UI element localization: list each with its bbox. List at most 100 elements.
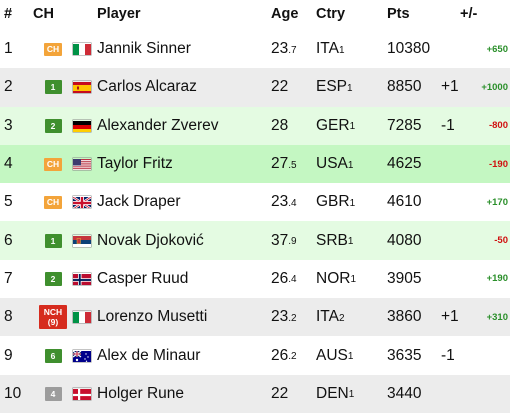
- country-cell: NOR 1: [316, 260, 376, 298]
- country-code: NOR: [316, 269, 351, 287]
- table-body: 1 CH Jannik Sinner 23.7 ITA 1 10380 +650 2 1 Carlo…: [0, 30, 510, 413]
- player-name-link[interactable]: Casper Ruud: [97, 269, 189, 287]
- age-cell: 28: [271, 107, 311, 145]
- age-value: 26: [271, 269, 289, 287]
- country-cell: DEN 1: [316, 375, 376, 413]
- table-row[interactable]: 2 1 Carlos Alcaraz 22 ESP 1 8850 +1 +1000: [0, 68, 510, 107]
- points-change-cell: +1000: [481, 81, 508, 93]
- header-player[interactable]: Player: [97, 6, 141, 22]
- italy-flag-icon: [73, 311, 91, 324]
- flag-cell: [73, 260, 93, 298]
- age-value: 23: [271, 193, 289, 211]
- rank-cell: 2: [4, 78, 13, 96]
- points-change-cell: +650: [486, 43, 508, 55]
- country-rank: 1: [347, 351, 354, 363]
- table-row[interactable]: 1 CH Jannik Sinner 23.7 ITA 1 10380 +650: [0, 30, 510, 69]
- ch-badge-sub: (9): [47, 317, 59, 328]
- ch-cell: CH: [38, 30, 68, 68]
- serbia-flag-icon: [73, 235, 91, 247]
- table-row[interactable]: 7 2 Casper Ruud 26.4 NOR 1 3905 +190: [0, 259, 510, 299]
- country-rank: 1: [348, 389, 355, 401]
- country-cell: ITA 1: [316, 30, 376, 68]
- age-value: 26: [271, 346, 289, 364]
- player-name-link[interactable]: Alexander Zverev: [97, 116, 219, 134]
- player-name-link[interactable]: Lorenzo Musetti: [97, 308, 208, 326]
- header-ctry[interactable]: Ctry: [316, 6, 346, 22]
- ch-cell: 6: [38, 336, 68, 374]
- ch-badge: CH: [44, 195, 62, 209]
- points-change-cell: +190: [486, 273, 508, 285]
- player-name-link[interactable]: Novak Djoković: [97, 231, 204, 249]
- rank-cell: 3: [4, 116, 13, 134]
- ch-cell: 2: [38, 260, 68, 298]
- spain-flag-icon: [73, 81, 91, 94]
- points-change-cell: +170: [486, 196, 508, 208]
- age-cell: 22: [271, 68, 311, 106]
- table-row[interactable]: 8 NCH (9) Lorenzo Musetti 23.2 ITA 2 3860 +1 +310: [0, 298, 510, 337]
- age-decimal: .2: [288, 351, 297, 363]
- rank-cell: 9: [4, 346, 13, 364]
- country-cell: ITA 2: [316, 298, 376, 336]
- table-row[interactable]: 4 CH Taylor Fritz 27.5 USA 1 4625 -190: [0, 144, 510, 184]
- header-rank[interactable]: #: [4, 6, 13, 22]
- player-name-link[interactable]: Alex de Minaur: [97, 346, 201, 364]
- age-cell: 23.7: [271, 30, 311, 68]
- ch-badge: 1: [44, 233, 62, 248]
- country-code: ITA: [316, 308, 339, 326]
- player-name-link[interactable]: Holger Rune: [97, 384, 185, 402]
- country-rank: 1: [347, 82, 353, 94]
- country-code: GER: [316, 116, 350, 134]
- table-row[interactable]: 9 6 Alex de Minaur 26.2 AUS 1 3635 -1: [0, 336, 510, 375]
- australia-flag-icon: [73, 350, 91, 362]
- points-cell: 3635: [387, 346, 422, 364]
- country-rank: 1: [347, 236, 354, 248]
- ch-badge: NCH (9): [39, 305, 67, 330]
- flag-cell: [73, 30, 93, 68]
- rank-move-cell: [441, 375, 467, 413]
- rank-cell: 10: [4, 384, 22, 402]
- ch-cell: CH: [38, 183, 68, 221]
- ch-cell: CH: [38, 145, 68, 183]
- rank-cell: 6: [4, 231, 13, 249]
- flag-cell: [73, 298, 93, 336]
- age-decimal: .2: [288, 312, 297, 324]
- usa-flag-icon: [73, 158, 91, 171]
- country-rank: 2: [338, 312, 345, 324]
- country-cell: AUS 1: [316, 336, 376, 374]
- age-decimal: .5: [288, 159, 297, 171]
- flag-cell: [73, 107, 93, 145]
- player-name-link[interactable]: Taylor Fritz: [97, 155, 173, 173]
- flag-cell: [73, 221, 93, 259]
- age-cell: 27.5: [271, 145, 311, 183]
- player-name-link[interactable]: Carlos Alcaraz: [97, 78, 197, 96]
- header-ch[interactable]: CH: [33, 6, 54, 22]
- denmark-flag-icon: [73, 388, 91, 400]
- flag-cell: [73, 375, 93, 413]
- ch-badge: 4: [44, 386, 62, 401]
- ch-badge: CH: [44, 42, 62, 56]
- country-code: USA: [316, 155, 348, 173]
- ch-cell: 2: [38, 107, 68, 145]
- points-cell: 3860: [387, 308, 422, 326]
- country-rank: 1: [347, 159, 354, 171]
- table-row[interactable]: 3 2 Alexander Zverev 28 GER 1 7285 -1 -800: [0, 106, 510, 145]
- country-rank: 1: [349, 197, 356, 209]
- header-change[interactable]: +/-: [460, 6, 478, 22]
- player-name-link[interactable]: Jannik Sinner: [97, 40, 191, 58]
- points-cell: 7285: [387, 116, 422, 134]
- age-cell: 22: [271, 375, 311, 413]
- country-cell: GBR 1: [316, 183, 376, 221]
- table-row[interactable]: 6 1 Novak Djoković 37.9 SRB 1 4080 -50: [0, 221, 510, 260]
- rank-move-cell: [441, 260, 467, 298]
- ch-badge: CH: [44, 157, 62, 171]
- player-name-link[interactable]: Jack Draper: [97, 193, 181, 211]
- points-cell: 4080: [387, 231, 422, 249]
- table-row[interactable]: 5 CH Jack Draper 23.4 GBR 1 4610 +170: [0, 183, 510, 222]
- rank-cell: 5: [4, 193, 13, 211]
- points-change-cell: -190: [488, 158, 508, 170]
- table-row[interactable]: 10 4 Holger Rune 22 DEN 1 3440: [0, 374, 510, 413]
- points-change-cell: -50: [494, 235, 508, 247]
- header-age[interactable]: Age: [271, 6, 299, 22]
- rank-move-cell: +1: [441, 308, 459, 326]
- header-pts[interactable]: Pts: [387, 6, 410, 22]
